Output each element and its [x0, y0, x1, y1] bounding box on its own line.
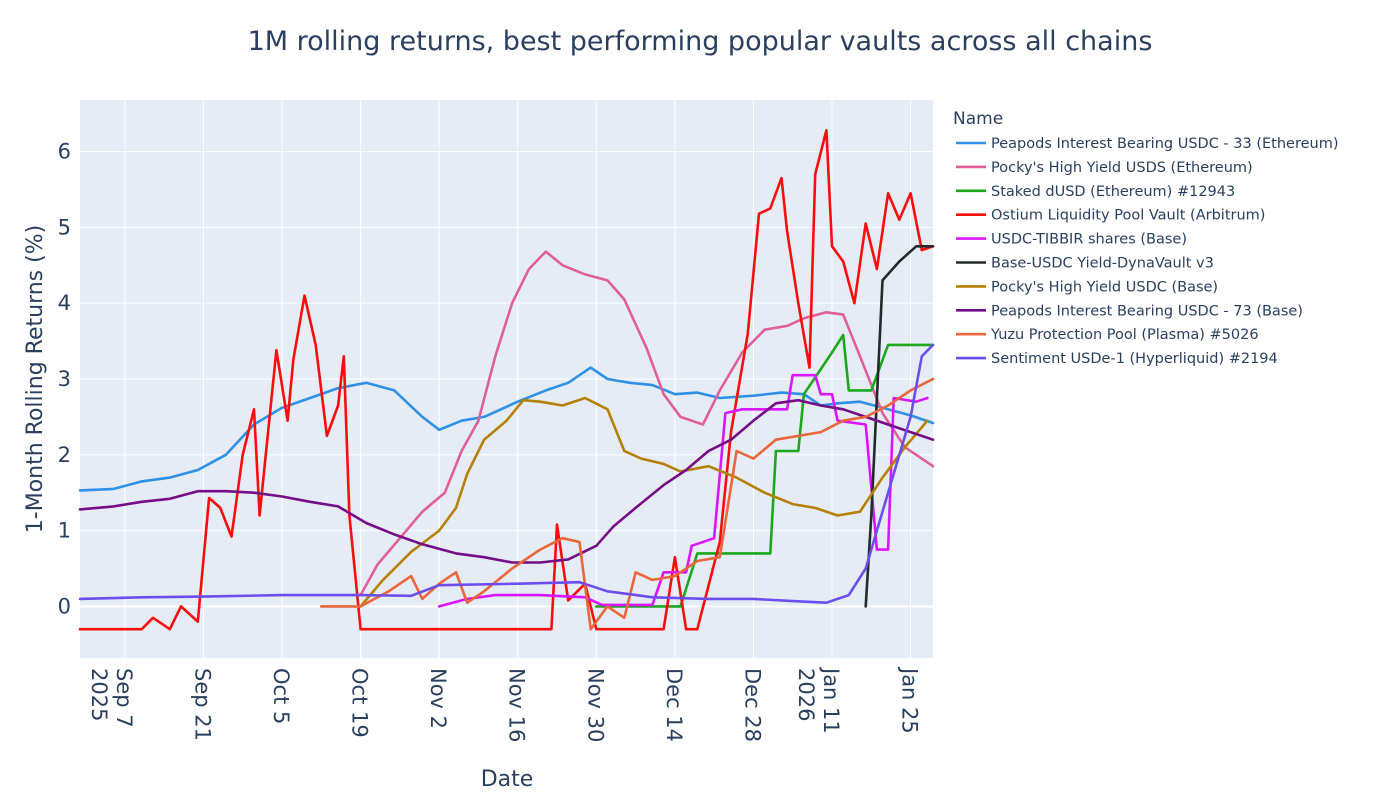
- x-tick-label: Oct 19: [348, 668, 372, 738]
- legend-title: Name: [953, 109, 1003, 129]
- series-line[interactable]: [78, 366, 935, 492]
- series-line[interactable]: [359, 396, 929, 608]
- series-line[interactable]: [864, 245, 935, 608]
- legend-label[interactable]: USDC-TIBBIR shares (Base): [991, 232, 1187, 248]
- series-line[interactable]: [78, 343, 935, 605]
- grid-lines: [80, 100, 933, 658]
- x-tick-year-label: 2025: [87, 668, 111, 721]
- x-tick-label: Dec 28: [740, 668, 764, 742]
- series-line[interactable]: [594, 333, 935, 608]
- legend-label[interactable]: Pocky's High Yield USDC (Base): [991, 279, 1218, 295]
- series-line[interactable]: [319, 377, 935, 631]
- x-tick-label: Dec 14: [662, 668, 686, 742]
- y-tick-label: 3: [58, 367, 71, 391]
- legend-label[interactable]: Ostium Liquidity Pool Vault (Arbitrum): [991, 208, 1265, 224]
- y-tick-label: 1: [58, 519, 71, 543]
- y-tick-label: 4: [58, 291, 71, 315]
- x-tick-label: Sep 21: [190, 668, 214, 741]
- legend: Name Peapods Interest Bearing USDC - 33 …: [953, 109, 1338, 367]
- y-axis-ticks: 0 1 2 3 4 5 6: [58, 140, 71, 619]
- series-line[interactable]: [437, 373, 929, 608]
- legend-label[interactable]: Sentiment USDe-1 (Hyperliquid) #2194: [991, 351, 1278, 367]
- x-tick-label: Nov 30: [583, 668, 607, 742]
- legend-label[interactable]: Pocky's High Yield USDS (Ethereum): [991, 160, 1253, 176]
- x-tick-label: Sep 7: [112, 668, 136, 728]
- legend-items: Peapods Interest Bearing USDC - 33 (Ethe…: [956, 136, 1338, 367]
- series-lines: [78, 129, 935, 631]
- x-tick-label: Oct 5: [269, 668, 293, 724]
- legend-label[interactable]: Yuzu Protection Pool (Plasma) #5026: [990, 327, 1259, 343]
- x-tick-year-label: 2026: [794, 668, 818, 721]
- x-tick-label: Jan 25: [898, 666, 922, 734]
- legend-label[interactable]: Base-USDC Yield-DynaVault v3: [991, 256, 1214, 272]
- x-tick-label: Jan 11: [819, 666, 843, 734]
- x-axis-title: Date: [481, 767, 534, 792]
- y-tick-label: 0: [58, 594, 71, 618]
- series-line[interactable]: [78, 398, 935, 564]
- x-tick-label: Nov 2: [426, 668, 450, 729]
- legend-label[interactable]: Staked dUSD (Ethereum) #12943: [991, 184, 1235, 200]
- legend-label[interactable]: Peapods Interest Bearing USDC - 33 (Ethe…: [991, 136, 1338, 152]
- chart-title: 1M rolling returns, best performing popu…: [248, 26, 1153, 57]
- y-tick-label: 5: [58, 215, 71, 239]
- legend-label[interactable]: Peapods Interest Bearing USDC - 73 (Base…: [991, 303, 1303, 319]
- y-tick-label: 2: [58, 443, 71, 467]
- x-tick-label: Nov 16: [505, 668, 529, 742]
- y-axis-title: 1-Month Rolling Returns (%): [23, 225, 48, 533]
- y-tick-label: 6: [58, 140, 71, 164]
- series-line[interactable]: [359, 250, 935, 597]
